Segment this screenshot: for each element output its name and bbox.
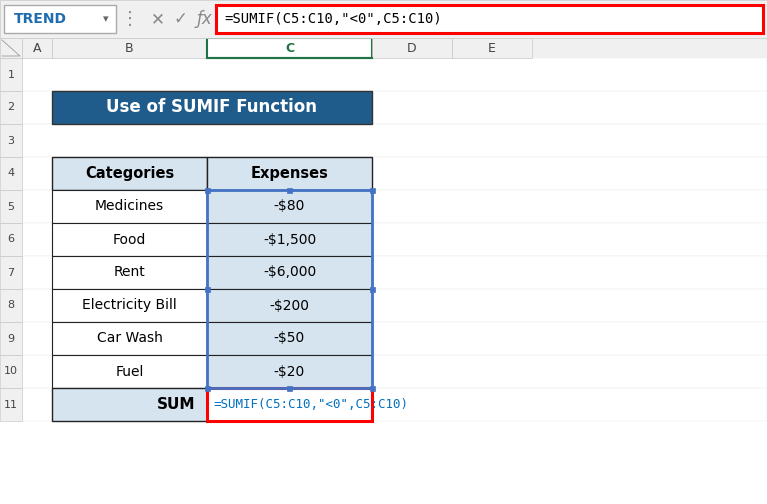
Text: -$200: -$200 [269, 298, 310, 312]
Bar [370, 187, 374, 193]
Bar [372, 38, 452, 58]
Text: -$80: -$80 [274, 200, 305, 214]
Bar [0, 0, 767, 38]
Text: TREND: TREND [14, 12, 67, 26]
Bar [207, 223, 372, 256]
Text: D: D [407, 41, 416, 54]
Text: ✕: ✕ [151, 10, 165, 28]
Bar [52, 38, 207, 58]
Text: Rent: Rent [114, 266, 146, 280]
Bar [0, 223, 22, 256]
Bar [4, 5, 116, 33]
Bar [22, 157, 767, 190]
Bar [287, 386, 292, 391]
Bar [52, 91, 372, 124]
Bar [0, 58, 22, 91]
Bar [207, 388, 372, 421]
Bar [0, 91, 22, 124]
Bar [452, 38, 532, 58]
Bar [22, 190, 767, 223]
Bar [52, 388, 207, 421]
Text: ⋮: ⋮ [121, 10, 139, 28]
Text: 7: 7 [8, 268, 15, 278]
Bar [205, 286, 209, 291]
Bar [207, 190, 372, 388]
Bar [207, 38, 372, 58]
Bar [22, 223, 767, 256]
Bar [0, 157, 22, 190]
Bar [22, 289, 767, 322]
Bar [370, 386, 374, 391]
Bar [22, 38, 52, 58]
Text: E: E [488, 41, 496, 54]
Bar [0, 322, 22, 355]
Bar [22, 355, 767, 388]
Bar [205, 187, 209, 193]
Text: -$1,500: -$1,500 [263, 232, 316, 246]
Text: B: B [125, 41, 133, 54]
Bar [22, 388, 767, 421]
Bar [52, 190, 207, 223]
Text: ▾: ▾ [104, 14, 109, 24]
Text: Car Wash: Car Wash [97, 332, 163, 346]
Text: 5: 5 [8, 202, 15, 212]
Bar [52, 355, 207, 388]
Text: Categories: Categories [85, 166, 174, 181]
Bar [0, 190, 22, 223]
Bar [52, 322, 207, 355]
Text: 4: 4 [8, 168, 15, 178]
Text: 8: 8 [8, 300, 15, 310]
Bar [22, 256, 767, 289]
Text: Medicines: Medicines [95, 200, 164, 214]
Bar [287, 187, 292, 193]
Text: Electricity Bill: Electricity Bill [82, 298, 177, 312]
Bar [207, 289, 372, 322]
Bar [0, 38, 22, 58]
Text: -$20: -$20 [274, 364, 305, 379]
Text: ƒx: ƒx [196, 10, 212, 28]
Bar [52, 256, 207, 289]
Bar [22, 91, 767, 124]
Text: 9: 9 [8, 334, 15, 344]
Bar [0, 256, 22, 289]
Bar [0, 289, 22, 322]
Text: 2: 2 [8, 102, 15, 112]
Bar [0, 388, 22, 421]
Bar [22, 58, 767, 91]
Bar [205, 386, 209, 391]
Text: Expenses: Expenses [251, 166, 328, 181]
Bar [22, 124, 767, 157]
Text: ✓: ✓ [173, 10, 187, 28]
Bar [207, 256, 372, 289]
Text: SUM: SUM [156, 397, 196, 412]
Bar [0, 124, 22, 157]
Bar [52, 223, 207, 256]
Text: -$50: -$50 [274, 332, 305, 346]
Text: 1: 1 [8, 70, 15, 80]
Bar [207, 322, 372, 355]
Text: -$6,000: -$6,000 [263, 266, 316, 280]
Bar [207, 355, 372, 388]
Bar [370, 286, 374, 291]
Bar [216, 5, 763, 33]
Bar [52, 289, 207, 322]
Text: exceldemy: exceldemy [263, 404, 316, 413]
Bar [0, 355, 22, 388]
Text: Food: Food [113, 232, 146, 246]
Text: 3: 3 [8, 136, 15, 146]
Text: Fuel: Fuel [115, 364, 143, 379]
Bar [207, 157, 372, 190]
Text: 11: 11 [4, 400, 18, 409]
Bar [0, 38, 767, 58]
Bar [52, 157, 207, 190]
Bar [207, 190, 372, 223]
Text: Use of SUMIF Function: Use of SUMIF Function [107, 98, 318, 116]
Text: 10: 10 [4, 366, 18, 376]
Text: 6: 6 [8, 234, 15, 244]
Text: C: C [285, 41, 294, 54]
Text: =SUMIF(C5:C10,"<0",C5:C10): =SUMIF(C5:C10,"<0",C5:C10) [213, 398, 408, 411]
Text: A: A [33, 41, 41, 54]
Text: =SUMIF(C5:C10,"<0",C5:C10): =SUMIF(C5:C10,"<0",C5:C10) [224, 12, 442, 26]
Bar [22, 322, 767, 355]
